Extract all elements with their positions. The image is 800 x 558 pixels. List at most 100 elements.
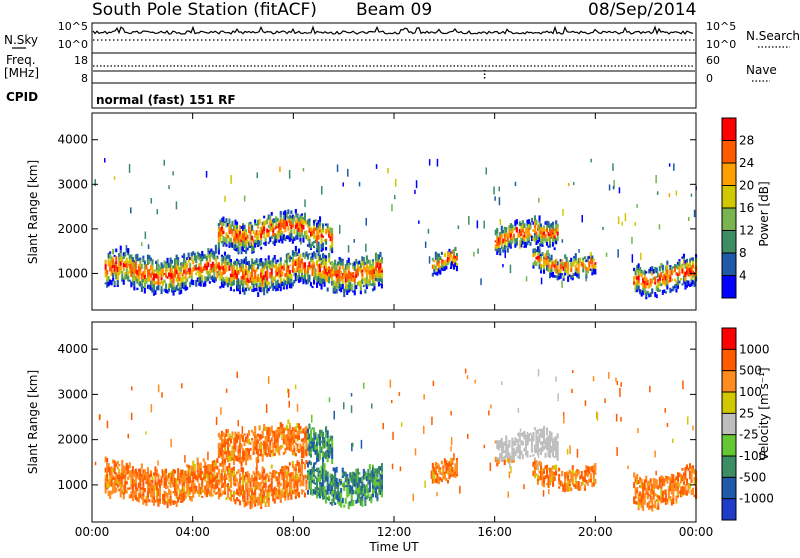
echo-cell [264, 282, 267, 289]
echo-cell [273, 491, 276, 495]
echo-cell [353, 265, 356, 272]
sparse-echo [554, 231, 556, 236]
echo-cell [323, 254, 326, 259]
echo-cell [300, 446, 304, 450]
echo-cell [296, 275, 299, 281]
echo-cell [503, 441, 506, 446]
echo-cell [248, 487, 251, 491]
echo-cell [689, 476, 692, 480]
echo-cell [119, 482, 122, 488]
echo-cell [168, 262, 171, 266]
echo-cell [263, 242, 266, 245]
echo-cell [512, 237, 515, 241]
echo-cell [583, 472, 586, 477]
echo-cell [276, 496, 279, 500]
echo-cell [122, 489, 125, 493]
echo-cell [319, 440, 322, 446]
sparse-echo [514, 181, 517, 187]
echo-cell [640, 269, 643, 273]
echo-cell [335, 477, 338, 482]
echo-cell [270, 283, 273, 288]
echo-cell [290, 229, 293, 233]
echo-cell [497, 245, 500, 248]
echo-cell [561, 259, 564, 265]
echo-cell [246, 238, 249, 245]
echo-cell [220, 222, 224, 227]
echo-cell [196, 279, 199, 282]
echo-cell [187, 271, 190, 275]
echo-cell [302, 237, 305, 243]
echo-cell [673, 478, 677, 482]
echo-cell [139, 468, 142, 473]
echo-cell [322, 486, 325, 493]
echo-cell [353, 277, 356, 283]
echo-cell [316, 229, 319, 234]
echo-cell [196, 491, 199, 494]
echo-cell [564, 482, 567, 488]
echo-cell [654, 292, 657, 297]
echo-cell [591, 272, 594, 276]
echo-cell [228, 254, 231, 260]
echo-cell [585, 479, 588, 484]
y-tick-label: 1000 [57, 266, 88, 280]
echo-cell [541, 244, 544, 247]
echo-cell [337, 493, 340, 497]
echo-cell [541, 264, 544, 268]
echo-cell [263, 233, 266, 239]
echo-cell [371, 259, 375, 262]
echo-cell [645, 271, 648, 274]
sparse-echo [157, 460, 159, 466]
echo-cell [355, 285, 358, 290]
echo-cell [657, 502, 660, 506]
echo-cell [181, 469, 184, 476]
echo-cell [264, 502, 267, 505]
echo-cell [642, 290, 645, 296]
echo-cell [314, 490, 317, 495]
echo-cell [279, 235, 282, 241]
echo-cell [660, 478, 663, 483]
echo-cell [296, 252, 299, 257]
echo-cell [121, 279, 124, 282]
echo-cell [180, 265, 183, 268]
echo-cell [338, 478, 341, 483]
echo-cell [128, 462, 131, 469]
sparse-echo [474, 379, 476, 384]
echo-cell [263, 490, 266, 493]
echo-cell [252, 277, 255, 282]
nsky-tick-top: 10^5 [58, 20, 88, 33]
echo-cell [284, 236, 287, 240]
echo-cell [371, 479, 375, 483]
sparse-echo [130, 412, 133, 421]
echo-cell [334, 286, 337, 290]
echo-cell [451, 472, 454, 478]
echo-cell [649, 478, 652, 482]
echo-cell [127, 278, 130, 282]
echo-cell [106, 458, 109, 463]
echo-cell [520, 440, 523, 445]
echo-cell [165, 476, 168, 481]
echo-cell [517, 443, 520, 449]
echo-cell [358, 477, 361, 483]
echo-cell [305, 445, 308, 450]
echo-cell [249, 498, 252, 501]
echo-cell [184, 494, 187, 499]
echo-cell [633, 484, 636, 489]
echo-cell [299, 429, 302, 432]
echo-cell [546, 265, 549, 271]
echo-cell [660, 272, 663, 278]
sparse-echo [382, 423, 384, 430]
echo-cell [171, 470, 174, 474]
echo-cell [240, 243, 243, 247]
echo-cell [449, 463, 453, 467]
echo-cell [279, 500, 282, 503]
echo-cell [564, 254, 567, 259]
echo-cell [685, 284, 689, 288]
echo-cell [133, 470, 136, 475]
echo-cell [305, 453, 308, 457]
echo-cell [269, 223, 272, 226]
echo-cell [239, 280, 242, 285]
echo-cell [663, 498, 666, 503]
echo-cell [371, 282, 375, 286]
echo-cell [502, 238, 505, 244]
